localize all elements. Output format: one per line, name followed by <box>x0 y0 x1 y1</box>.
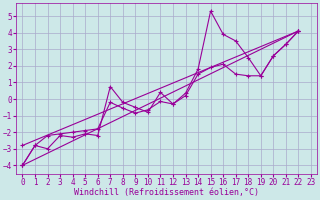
X-axis label: Windchill (Refroidissement éolien,°C): Windchill (Refroidissement éolien,°C) <box>74 188 259 197</box>
